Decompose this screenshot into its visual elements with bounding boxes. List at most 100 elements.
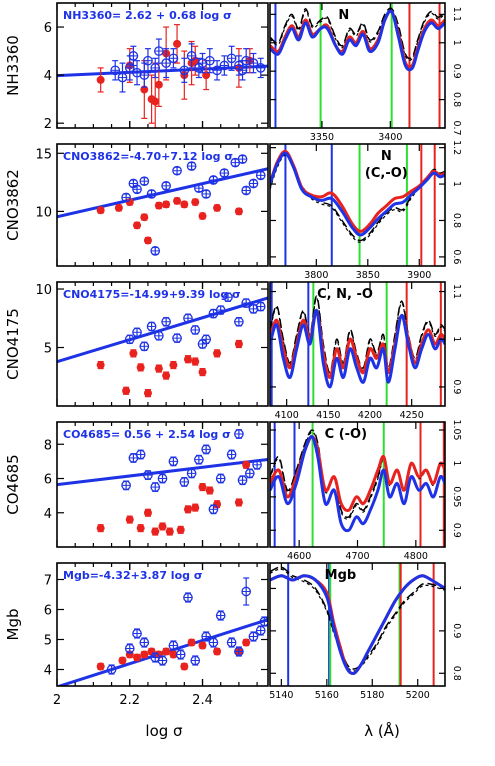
plot-area [270,422,445,547]
x-tick-label: 3400 [378,132,402,143]
red-point [96,361,105,370]
red-point [133,653,142,662]
axes-frame [269,562,446,687]
red-point [125,515,134,524]
red-point [118,656,127,665]
blue-spectrum [270,151,445,237]
y-tick-label: 4 [44,507,52,522]
y-tick-label: 1.05 [451,419,462,440]
black-spectrum-dotted [270,431,445,520]
axes-frame [56,421,269,548]
red-point [169,361,178,370]
red-point [176,525,185,534]
red-point [133,221,142,230]
feature-label-2: (C,-O) [365,166,408,181]
feature-label: C (-O) [325,427,367,442]
red-point [154,364,163,373]
y-tick-label: 6 [44,21,52,36]
red-point [180,662,189,671]
y-tick-label: 10 [35,205,52,220]
feature-label: N [381,149,392,164]
red-point [234,498,243,507]
black-spectrum [270,152,445,242]
plot-area [57,292,268,398]
red-point [205,486,214,495]
plot-area [270,563,445,686]
y-tick-label: 8 [44,438,52,453]
plot-area [270,144,445,266]
plot-area [57,577,268,686]
scatter-panel-5: 4 5 6 7 2 2.2 2.4 Mgb Mgb=-4.32+3.87 log σ [4,562,269,708]
y-tick-label: 1.2 [451,140,462,155]
plot-area [57,429,268,536]
y-tick-label: 10 [35,283,52,298]
red-point [122,386,131,395]
red-point [136,524,145,533]
plot-area [270,3,445,128]
axes-frame [269,143,446,267]
y-tick-label: 0.95 [451,486,462,507]
x-tick-label: 5180 [360,690,384,701]
y-tick-label: 0.9 [451,623,462,638]
y-tick-label: 4 [44,69,52,84]
x-tick-label: 5140 [269,690,293,701]
scatter-panel-4: 4 6 8 CO4685 CO4685= 0.56 + 2.54 log σ [4,421,269,548]
red-point [169,650,178,659]
scatter-panel-3: 5 10 CNO4175 CNO4175=-14.99+9.39 log σ [4,281,269,407]
red-point [213,647,222,656]
x-tick-label: 4150 [316,410,340,421]
red-spectrum [270,574,445,676]
y-axis-label: Mgb [4,609,22,641]
red-point [187,638,196,647]
x-tick-label: 5160 [315,690,339,701]
fit-annotation: CO4685= 0.56 + 2.54 log σ [63,428,231,441]
x-tick-label: 2.4 [192,693,213,708]
y-tick-label: 1 [451,181,462,187]
x-tick-label: 3850 [356,270,380,281]
x-tick-label: 2 [53,693,61,708]
scatter-panel-1: 2 4 6 NH3360 NH3360= 2.62 + 0.68 log σ [4,2,269,132]
plot-area [57,24,268,128]
blue-point [259,616,268,627]
y-tick-label: 1.1 [451,7,462,22]
red-point [162,371,171,380]
blue-spectrum [270,574,445,675]
red-point [234,207,243,216]
red-point [183,355,192,364]
x-tick-label: 2.2 [119,693,140,708]
red-point [213,203,222,212]
y-tick-label: 1 [451,460,462,466]
red-point [140,213,149,222]
x-tick-label: 3900 [407,270,431,281]
y-tick-label: 0.6 [451,249,462,264]
red-point [140,650,149,659]
red-spectrum [270,149,445,233]
red-point [96,75,105,84]
y-tick-label: 1.1 [451,284,462,299]
red-point [165,527,174,536]
red-point [143,236,152,245]
red-point [96,662,105,671]
x-tick-label: 4200 [358,410,382,421]
axes-frame [56,281,269,407]
red-point [198,368,207,377]
red-point [191,198,200,207]
red-point [198,483,207,492]
red-point [143,389,152,398]
y-tick-label: 0.8 [451,213,462,228]
fit-line [57,457,268,487]
red-point [173,39,182,48]
y-tick-label: 0.8 [451,92,462,107]
red-point [162,200,171,209]
black-spectrum-dotted [270,568,445,672]
y-axis-label: CNO4175 [4,308,22,380]
y-tick-label: 5 [44,342,52,357]
y-axis-label: CNO3862 [4,169,22,241]
red-point [191,357,200,366]
x-tick-label: 3350 [310,132,334,143]
scatter-panel-2: 10 15 CNO3862 CNO3862=-4.70+7.12 log σ [4,143,269,267]
y-tick-label: 4 [44,664,52,679]
fit-annotation: CNO4175=-14.99+9.39 log σ [63,288,241,301]
red-point [151,527,160,536]
